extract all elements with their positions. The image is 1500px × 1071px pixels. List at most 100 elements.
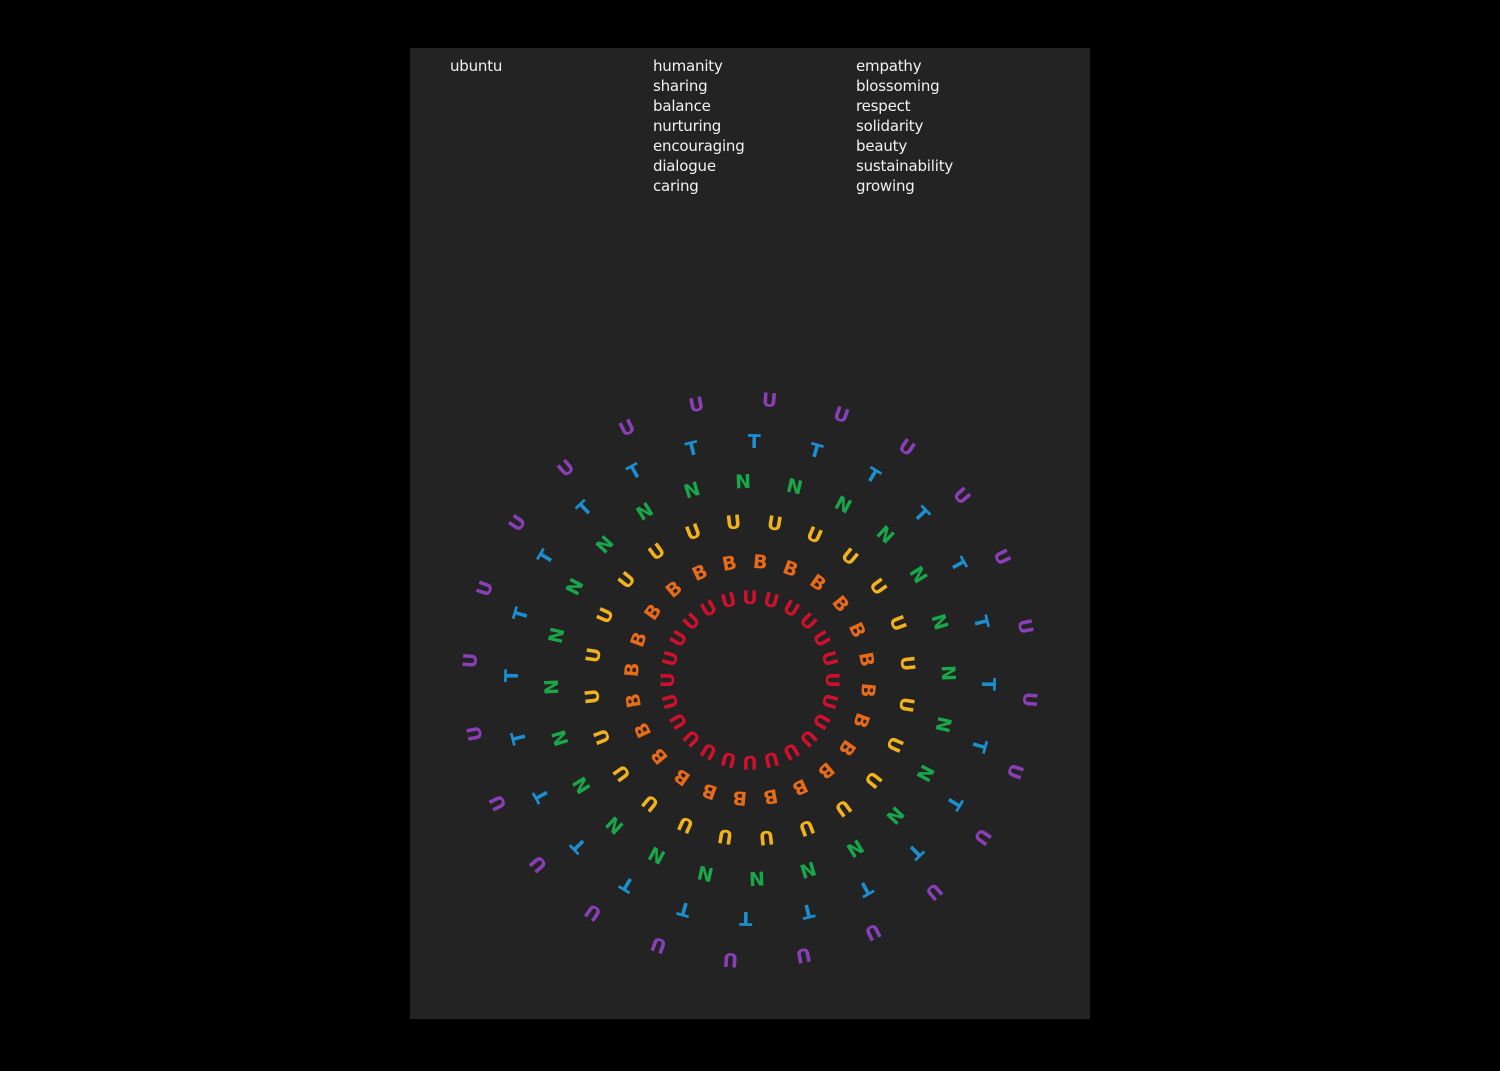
ray-letter-u: U bbox=[821, 672, 843, 687]
ray-letter-b: B bbox=[789, 774, 811, 800]
ray-letter-n: N bbox=[831, 492, 855, 519]
ray-letter-n: N bbox=[569, 772, 596, 797]
ray-letter-u: U bbox=[808, 627, 835, 651]
ray-letter-u: U bbox=[553, 455, 579, 482]
ray-letter-n: N bbox=[797, 856, 819, 882]
ray-letter-n: N bbox=[602, 811, 629, 838]
ray-letter-u: U bbox=[614, 568, 641, 594]
ray-letter-u: U bbox=[795, 814, 817, 840]
ray-letter-b: B bbox=[689, 560, 711, 586]
ray-letter-n: N bbox=[545, 625, 570, 645]
values-list-middle: humanity sharing balance nurturing encou… bbox=[653, 56, 745, 196]
ray-letter-b: B bbox=[780, 556, 801, 582]
ray-letter-u: U bbox=[638, 789, 664, 816]
ray-letter-b: B bbox=[670, 764, 694, 790]
ray-letter-n: N bbox=[937, 665, 960, 682]
ray-letter-b: B bbox=[720, 552, 738, 576]
ray-letter-u: U bbox=[969, 824, 996, 849]
ray-letter-u: U bbox=[836, 544, 862, 571]
ray-letter-b: B bbox=[699, 778, 720, 804]
ray-letter-t: T bbox=[748, 431, 761, 453]
ray-letter-t: T bbox=[683, 437, 701, 461]
value-word: growing bbox=[856, 177, 915, 195]
ray-letter-u: U bbox=[742, 751, 757, 773]
value-word: dialogue bbox=[653, 157, 716, 175]
ray-letter-u: U bbox=[1013, 617, 1038, 636]
ray-letter-u: U bbox=[472, 578, 498, 600]
ray-letter-u: U bbox=[666, 709, 693, 733]
ray-letter-n: N bbox=[735, 471, 752, 494]
ray-letter-t: T bbox=[529, 784, 555, 806]
ray-letter-b: B bbox=[626, 629, 652, 650]
ray-letter-u: U bbox=[830, 402, 852, 428]
ray-letter-t: T bbox=[624, 459, 646, 485]
poster: ubuntu humanity sharing balance nurturin… bbox=[410, 48, 1090, 1019]
ray-letter-u: U bbox=[459, 652, 482, 669]
ray-letter-u: U bbox=[657, 672, 679, 687]
ray-letter-t: T bbox=[977, 678, 999, 691]
ray-letter-t: T bbox=[909, 502, 934, 527]
ray-letter-u: U bbox=[742, 587, 757, 609]
ray-letter-u: U bbox=[948, 483, 975, 509]
value-word: respect bbox=[856, 97, 911, 115]
ray-letter-u: U bbox=[674, 811, 697, 837]
ray-letter-u: U bbox=[881, 733, 907, 756]
ray-letter-u: U bbox=[894, 695, 918, 714]
ray-letter-n: N bbox=[695, 860, 715, 885]
ray-letter-b: B bbox=[752, 551, 768, 574]
ray-letter-n: N bbox=[881, 802, 908, 829]
ray-letter-t: T bbox=[507, 729, 531, 747]
ray-letter-u: U bbox=[718, 588, 739, 613]
ray-letter-b: B bbox=[647, 743, 673, 768]
ray-letter-u: U bbox=[761, 588, 782, 613]
ray-letter-u: U bbox=[648, 932, 670, 958]
ray-letter-b: B bbox=[630, 719, 656, 741]
ray-letter-t: T bbox=[572, 496, 597, 521]
value-word: solidarity bbox=[856, 117, 924, 135]
ray-letter-u: U bbox=[765, 512, 784, 536]
value-word: encouraging bbox=[653, 137, 745, 155]
value-word: empathy bbox=[856, 57, 922, 75]
ray-letter-u: U bbox=[582, 646, 606, 665]
ray-letter-t: T bbox=[509, 605, 534, 624]
value-word: humanity bbox=[653, 57, 723, 75]
ray-letter-u: U bbox=[1002, 760, 1028, 782]
ray-letter-n: N bbox=[911, 761, 938, 785]
ray-letter-u: U bbox=[581, 899, 606, 926]
value-word: balance bbox=[653, 97, 711, 115]
values-list-right: empathy blossoming respect solidarity be… bbox=[856, 56, 953, 196]
ray-letter-u: U bbox=[794, 943, 813, 968]
ray-letter-u: U bbox=[485, 791, 512, 815]
ray-letter-b: B bbox=[662, 577, 687, 603]
ray-letter-u: U bbox=[725, 511, 743, 534]
ray-letter-b: B bbox=[827, 592, 853, 617]
ray-letter-t: T bbox=[533, 546, 559, 568]
ray-letter-t: T bbox=[861, 463, 883, 489]
ray-letter-t: T bbox=[806, 439, 825, 464]
value-word: caring bbox=[653, 177, 699, 195]
ray-letter-t: T bbox=[969, 613, 993, 631]
ray-letter-n: N bbox=[842, 834, 867, 861]
ray-letter-b: B bbox=[834, 735, 860, 759]
ray-letter-u: U bbox=[525, 851, 552, 877]
ray-letter-b: B bbox=[844, 619, 870, 641]
ray-letter-u: U bbox=[687, 393, 706, 418]
ray-letter-u: U bbox=[817, 691, 842, 712]
ray-letter-b: B bbox=[732, 786, 748, 809]
ray-letter-u: U bbox=[644, 539, 669, 566]
ray-letter-u: U bbox=[864, 574, 891, 599]
ray-letter-u: U bbox=[895, 655, 918, 673]
ray-letter-u: U bbox=[803, 523, 826, 549]
ray-letter-b: B bbox=[813, 757, 838, 783]
ray-letter-t: T bbox=[966, 736, 991, 755]
ray-letter-u: U bbox=[859, 766, 886, 792]
value-word: sharing bbox=[653, 77, 708, 95]
ray-letter-t: T bbox=[799, 899, 817, 923]
ray-letter-b: B bbox=[622, 691, 646, 709]
ray-letter-u: U bbox=[504, 511, 531, 536]
title-column: ubuntu bbox=[450, 56, 502, 76]
ray-letter-b: B bbox=[856, 682, 879, 698]
ray-letter-u: U bbox=[861, 918, 885, 945]
ray-letter-u: U bbox=[716, 824, 735, 848]
ray-letter-b: B bbox=[848, 710, 874, 731]
